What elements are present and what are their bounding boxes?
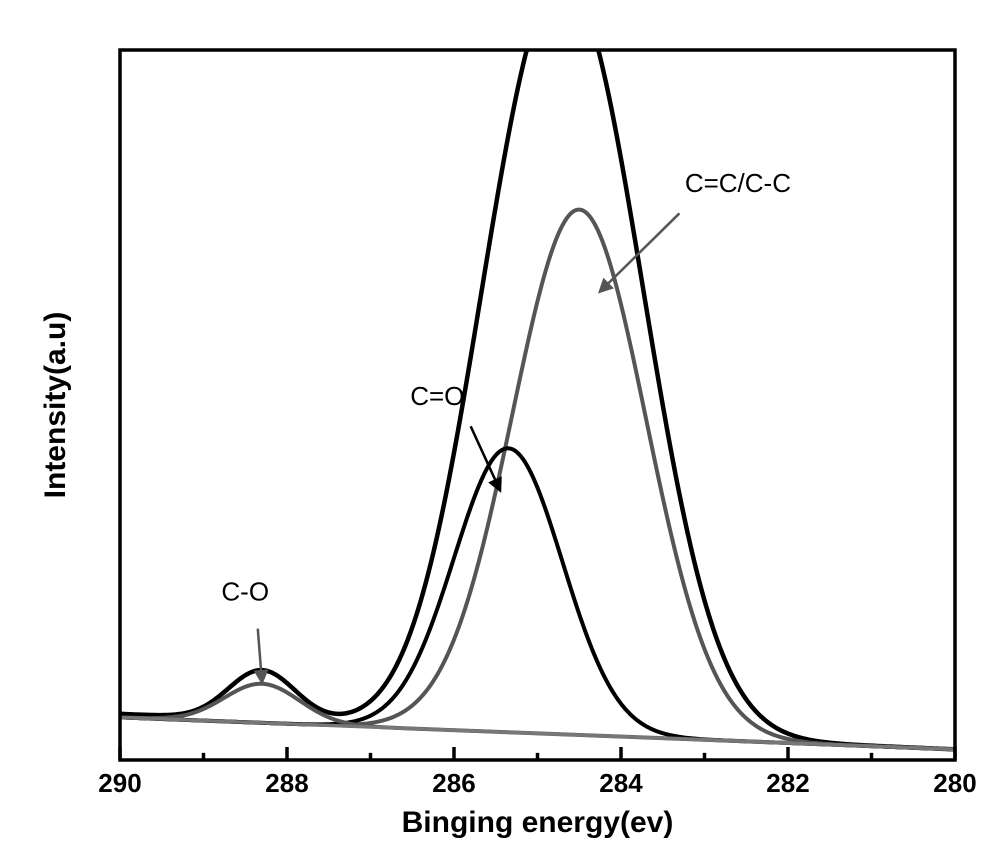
chart-svg: 290 288 286 284 282 280 Binging energy(ev) Inte… — [0, 0, 1000, 848]
x-tick-label: 284 — [599, 768, 643, 798]
x-tick-label: 290 — [98, 768, 141, 798]
xps-chart: 290 288 286 284 282 280 Binging energy(ev) Inte… — [0, 0, 1000, 848]
chart-bg — [0, 0, 1000, 848]
annotation-label-label_cc: C=C/C-C — [685, 168, 791, 198]
x-tick-label: 288 — [265, 768, 308, 798]
y-axis-label: Intensity(a.u) — [39, 312, 72, 499]
x-tick-label: 280 — [933, 768, 976, 798]
x-axis-label: Binging energy(ev) — [402, 806, 674, 839]
x-tick-label: 286 — [432, 768, 475, 798]
annotation-label-label_c_single_o: C-O — [221, 576, 269, 606]
annotation-label-label_c_double_o: C=O — [410, 381, 464, 411]
x-tick-label: 282 — [766, 768, 809, 798]
